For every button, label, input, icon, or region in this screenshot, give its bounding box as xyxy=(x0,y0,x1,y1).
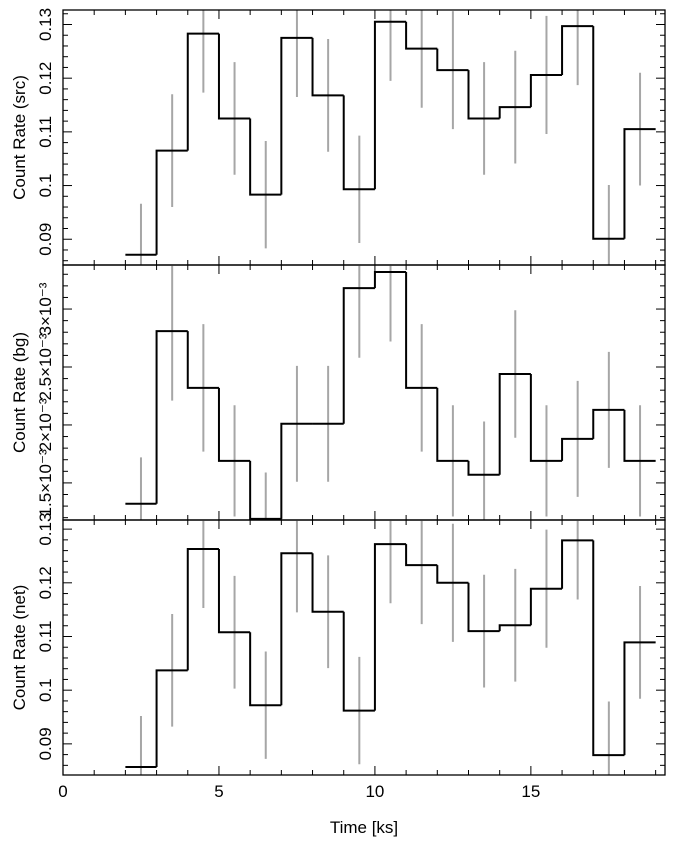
step-bg-14 xyxy=(561,437,594,461)
step-src-16 xyxy=(623,128,656,239)
x-axis-label: Time [ks] xyxy=(330,818,398,837)
y-axis-label-src: Count Rate (src) xyxy=(10,75,29,200)
step-src-5 xyxy=(280,36,313,195)
step-bg-5 xyxy=(280,422,313,519)
step-src-1 xyxy=(155,149,188,255)
step-net-3 xyxy=(217,548,251,634)
step-net-11 xyxy=(467,582,500,633)
ytick-label-src-2: 0.11 xyxy=(36,116,55,148)
step-bg-7 xyxy=(342,287,375,424)
y-axis-label-bg: Count Rate (bg) xyxy=(10,332,29,453)
step-net-7 xyxy=(342,611,375,712)
panel-src: 0.09 0.1 0.11 0.12 0.13 Count Rate (src) xyxy=(10,8,666,266)
step-src-9 xyxy=(405,21,438,50)
ytick-label-bg-3: 3×10⁻³ xyxy=(36,282,55,335)
step-bg-16 xyxy=(623,409,656,462)
xtick-label-3: 15 xyxy=(521,782,540,801)
panel-net-data xyxy=(125,520,656,775)
step-net-12 xyxy=(498,624,531,632)
step-src-14 xyxy=(561,25,594,75)
step-src-8 xyxy=(373,20,407,190)
step-src-2 xyxy=(186,32,219,151)
ytick-label-net-3: 0.12 xyxy=(36,566,55,599)
step-net-8 xyxy=(373,543,407,711)
ytick-label-src-4: 0.13 xyxy=(36,8,55,41)
step-net-1 xyxy=(155,669,188,767)
step-net-16 xyxy=(623,641,656,756)
step-bg-3 xyxy=(217,387,251,462)
panel-net-frame xyxy=(62,519,666,776)
ytick-label-net-2: 0.11 xyxy=(36,621,55,653)
step-bg-10 xyxy=(436,387,469,462)
step-bg-11 xyxy=(467,460,500,476)
panel-bg-frame xyxy=(62,264,666,521)
step-net-10 xyxy=(436,565,469,584)
step-bg-13 xyxy=(529,373,563,462)
step-bg-12 xyxy=(498,372,531,475)
step-bg-2 xyxy=(186,331,219,389)
ytick-label-bg-1: 2×10⁻³ xyxy=(36,398,55,451)
step-net-9 xyxy=(405,544,438,567)
ytick-label-net-1: 0.1 xyxy=(36,678,55,702)
ytick-label-net-4: 0.13 xyxy=(36,513,55,546)
step-bg-15 xyxy=(592,408,625,439)
ytick-label-bg-2: 2.5×10⁻³ xyxy=(36,333,55,400)
panel-net: 0.09 0.1 0.11 0.12 0.13 Count Rate (net) xyxy=(10,513,666,776)
step-src-12 xyxy=(498,106,531,119)
step-net-4 xyxy=(249,632,282,707)
panel-bg-data xyxy=(125,265,656,520)
step-src-3 xyxy=(217,33,251,120)
y-axis-label-net: Count Rate (net) xyxy=(10,585,29,711)
ytick-label-net-0: 0.09 xyxy=(36,727,55,760)
step-net-13 xyxy=(529,587,563,626)
step-net-14 xyxy=(561,539,594,589)
step-src-7 xyxy=(342,95,375,191)
step-src-11 xyxy=(467,70,500,120)
xtick-label-0: 0 xyxy=(58,782,67,801)
step-bg-1 xyxy=(155,330,188,504)
ytick-label-bg-0: 1.5×10⁻³ xyxy=(36,449,55,516)
step-src-10 xyxy=(436,48,469,72)
xtick-label-1: 5 xyxy=(214,782,223,801)
step-src-4 xyxy=(249,118,282,196)
step-net-5 xyxy=(280,552,313,706)
panel-bg: 1.5×10⁻³2×10⁻³2.5×10⁻³3×10⁻³ Count Rate (… xyxy=(10,264,666,521)
ytick-label-src-0: 0.09 xyxy=(36,223,55,256)
xtick-label-2: 10 xyxy=(365,782,384,801)
panel-src-data xyxy=(125,10,656,265)
step-net-6 xyxy=(311,553,344,613)
ytick-label-src-3: 0.12 xyxy=(36,62,55,95)
step-src-6 xyxy=(311,37,344,97)
step-bg-9 xyxy=(405,271,438,389)
step-src-13 xyxy=(529,73,563,108)
ytick-label-src-1: 0.1 xyxy=(36,174,55,198)
panel-src-frame xyxy=(62,9,666,266)
step-src-15 xyxy=(592,26,625,240)
step-net-2 xyxy=(186,547,219,671)
step-net-15 xyxy=(592,540,625,757)
